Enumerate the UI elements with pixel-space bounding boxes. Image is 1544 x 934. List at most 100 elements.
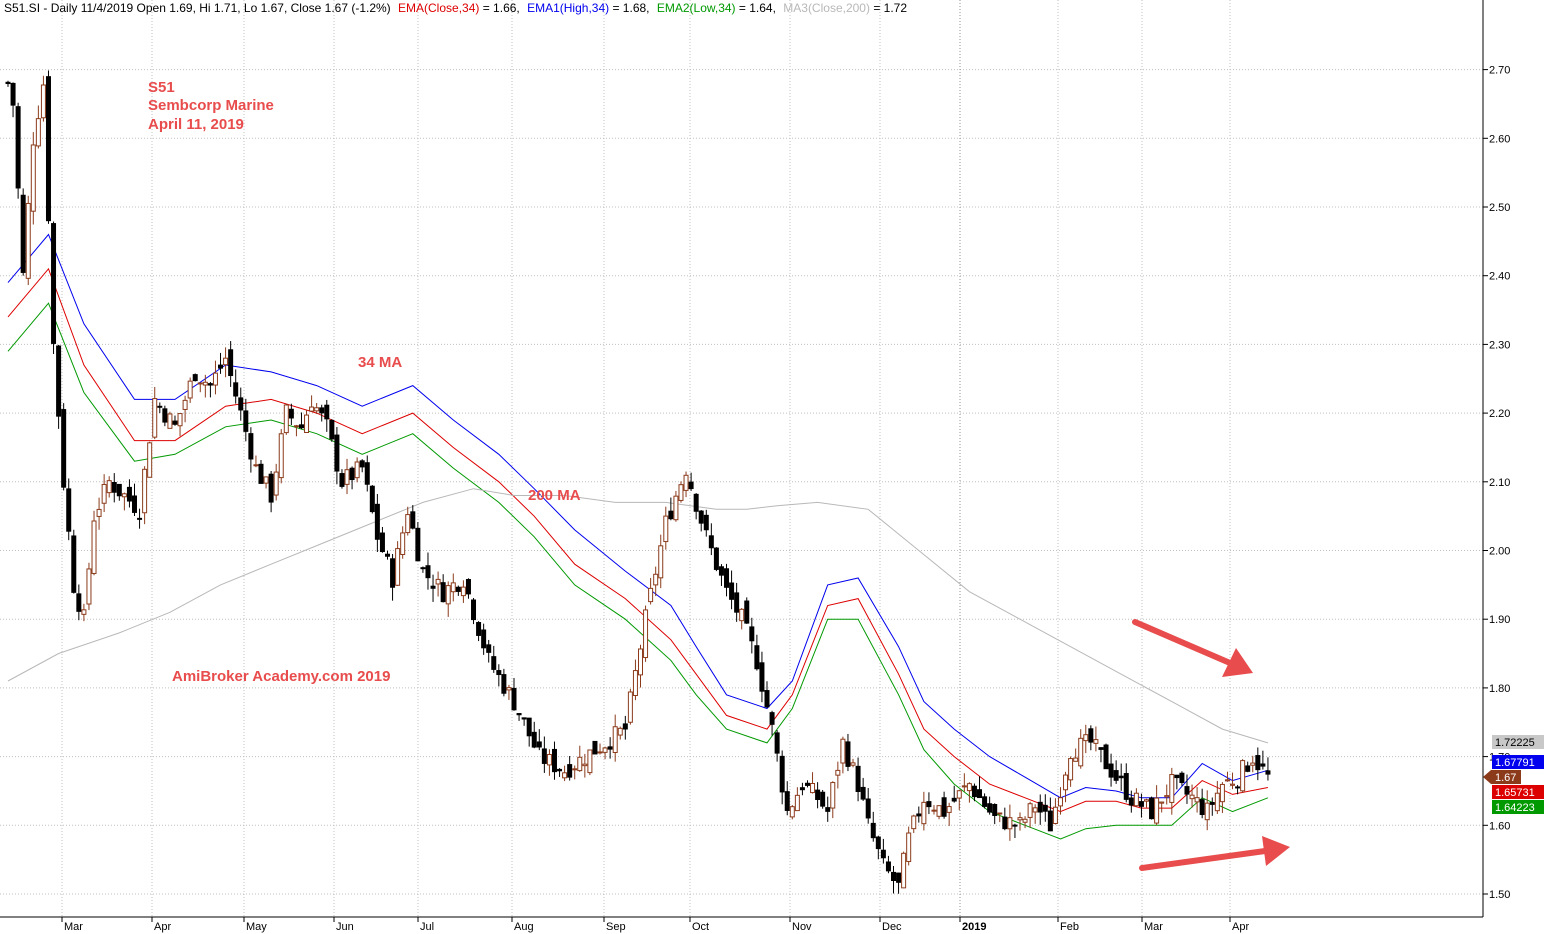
candle [531, 721, 537, 749]
candle [197, 382, 203, 393]
candle-body [314, 407, 320, 412]
candle [799, 782, 805, 796]
candle [1154, 785, 1160, 826]
candle [638, 644, 643, 688]
candle-body [845, 741, 851, 767]
candle [293, 424, 299, 437]
candle-body [567, 764, 573, 778]
candle-body [911, 815, 917, 830]
candle [966, 782, 972, 803]
candle-body [177, 413, 183, 427]
candle-body [592, 740, 598, 755]
price-label: 1.65731 [1492, 785, 1544, 799]
candle [1255, 747, 1261, 781]
candle [1093, 726, 1099, 752]
annotation-company: Sembcorp Marine [148, 97, 274, 114]
price-label-text: 1.72225 [1495, 737, 1535, 749]
candle [804, 780, 810, 788]
candle-body [30, 144, 36, 212]
candle-body [956, 790, 962, 799]
candle-body [273, 471, 279, 496]
y-tick-label: 1.50 [1489, 889, 1510, 901]
candle [1027, 801, 1033, 828]
candle [627, 688, 633, 725]
candle-body [754, 645, 760, 670]
candle-body [617, 727, 623, 736]
candle-body [1088, 728, 1094, 743]
moving-average-layer [7, 233, 1269, 840]
candle [1032, 804, 1038, 824]
candle [744, 597, 750, 624]
price-label-bg [1492, 755, 1544, 769]
candle [1179, 771, 1185, 786]
candle [309, 395, 315, 412]
candle [106, 476, 112, 498]
candle [45, 70, 51, 224]
candle [961, 773, 967, 792]
candle [516, 713, 522, 721]
candle [162, 405, 168, 427]
candle-body [1002, 816, 1008, 830]
candle-body [460, 586, 466, 597]
candle-body [794, 794, 800, 812]
candle-body [1007, 817, 1013, 830]
candle-body [1068, 758, 1074, 781]
candle-body [678, 484, 684, 501]
candle [1078, 729, 1084, 769]
candle-body [379, 532, 385, 553]
candle [81, 603, 87, 622]
candle-body [992, 803, 998, 816]
candle [1174, 774, 1180, 790]
candle [430, 574, 436, 602]
candle-body [207, 383, 213, 386]
candle-body [182, 399, 188, 410]
candle-body [688, 481, 694, 490]
candle-body [1219, 783, 1225, 803]
header-ma-close: MA3(Close,200) [783, 1, 870, 15]
candle-body [5, 81, 11, 85]
candle-body [1022, 818, 1028, 823]
candle-body [1199, 799, 1205, 815]
candle-body [45, 76, 51, 222]
candle-body [344, 469, 350, 485]
candle [1042, 794, 1048, 822]
candle-body [56, 345, 62, 417]
price-label: 1.64223 [1492, 800, 1544, 814]
candle [61, 403, 67, 491]
candle-body [1250, 762, 1256, 766]
candle [1149, 796, 1155, 820]
candle [35, 105, 41, 149]
candle [1214, 780, 1220, 814]
candle-body [324, 404, 330, 420]
candle-body [137, 517, 143, 520]
candle [572, 765, 578, 780]
candle-body [390, 558, 396, 588]
candle-body [541, 748, 547, 764]
candle [476, 621, 482, 642]
candle [137, 508, 143, 529]
candle-body [223, 357, 229, 366]
candle-body [713, 547, 719, 570]
candle [536, 729, 542, 751]
candle-body [1209, 802, 1215, 805]
candle [678, 481, 684, 503]
candle-body [319, 407, 325, 414]
candle-body [1113, 770, 1119, 781]
candle-body [865, 798, 871, 819]
candle-layer [5, 70, 1271, 894]
candle [830, 781, 836, 819]
candle-body [926, 801, 932, 808]
candle-body [966, 783, 972, 792]
grid-layer [0, 0, 1483, 917]
candle [329, 419, 335, 442]
candle-body [546, 754, 552, 766]
price-label-bg [1492, 785, 1544, 799]
candle-body [734, 592, 740, 613]
candle [1194, 787, 1200, 813]
candle-body [551, 748, 557, 773]
candle-body [116, 483, 122, 497]
candle-body [880, 849, 886, 859]
candle [769, 710, 775, 736]
candle [1138, 793, 1144, 818]
candle-body [486, 644, 492, 653]
